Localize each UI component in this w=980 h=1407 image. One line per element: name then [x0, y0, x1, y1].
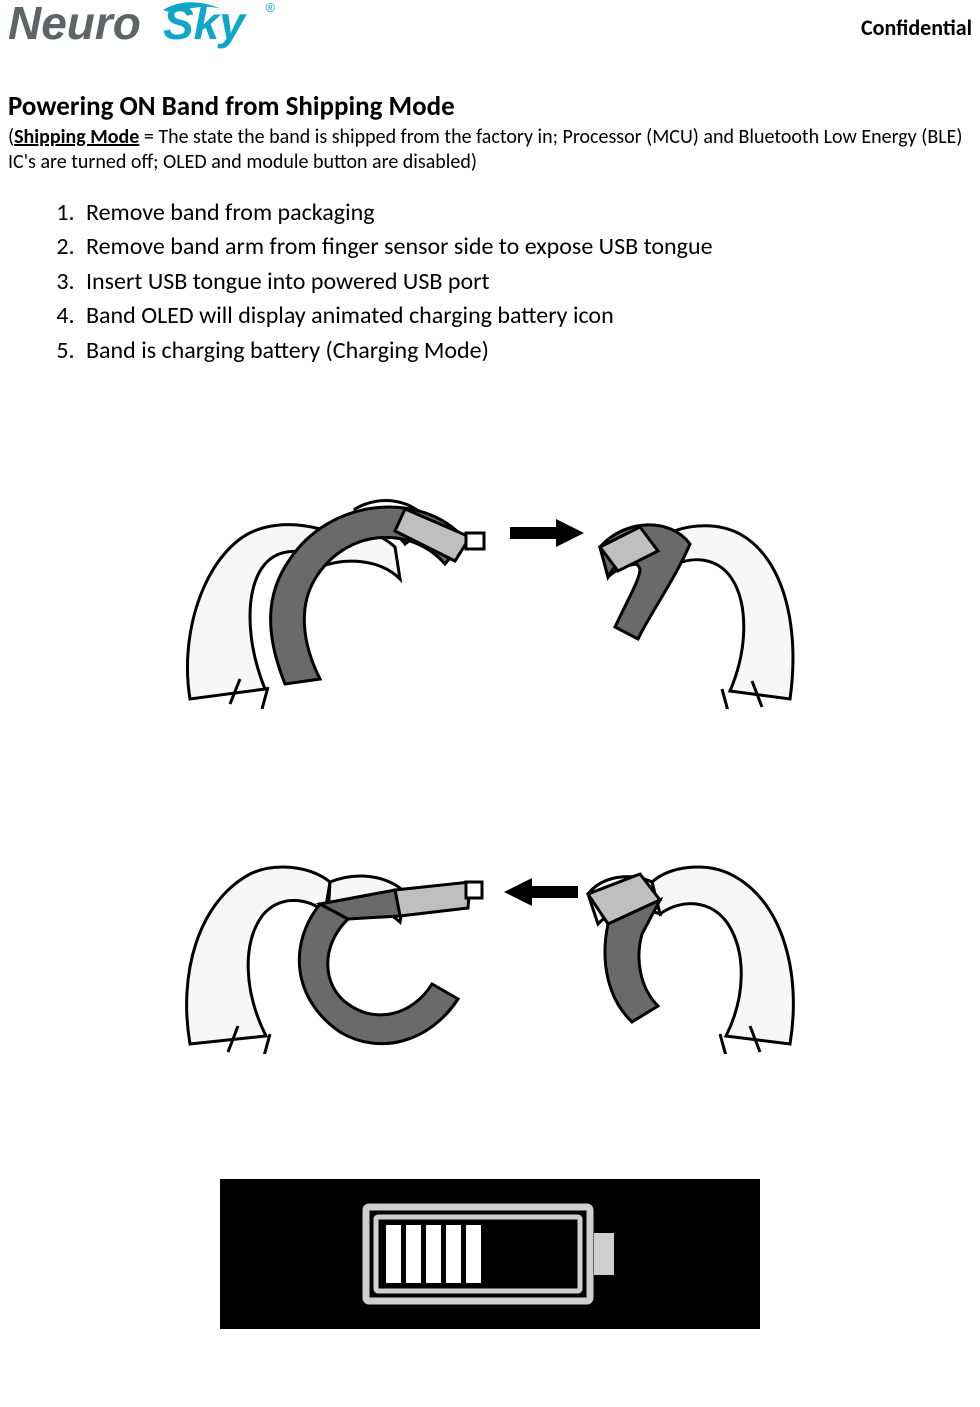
figure-attach-band [170, 774, 810, 1059]
def-term: Shipping Mode [14, 125, 139, 149]
hands-attach-icon [170, 774, 810, 1054]
svg-text:Neuro: Neuro [8, 0, 141, 49]
figure-detach-band [170, 429, 810, 714]
def-rest: = The state the band is shipped from the… [8, 125, 962, 174]
list-item: Remove band from packaging [80, 197, 972, 229]
section-title: Powering ON Band from Shipping Mode [8, 90, 972, 123]
hands-detach-icon [170, 429, 810, 709]
neurosky-logo: Neuro Sky ® [8, 0, 368, 50]
list-item: Remove band arm from finger sensor side … [80, 231, 972, 263]
oled-battery-display [220, 1179, 760, 1329]
list-item: Band OLED will display animated charging… [80, 300, 972, 332]
page-content: Powering ON Band from Shipping Mode (Shi… [0, 50, 980, 1329]
shipping-mode-definition: (Shipping Mode = The state the band is s… [8, 125, 972, 175]
svg-text:®: ® [266, 0, 276, 15]
confidential-label: Confidential [861, 0, 974, 41]
battery-charging-icon [360, 1199, 620, 1309]
list-item: Insert USB tongue into powered USB port [80, 266, 972, 298]
list-item: Band is charging battery (Charging Mode) [80, 335, 972, 367]
steps-list: Remove band from packaging Remove band a… [8, 197, 972, 367]
page-header: Neuro Sky ® Confidential [0, 0, 980, 50]
